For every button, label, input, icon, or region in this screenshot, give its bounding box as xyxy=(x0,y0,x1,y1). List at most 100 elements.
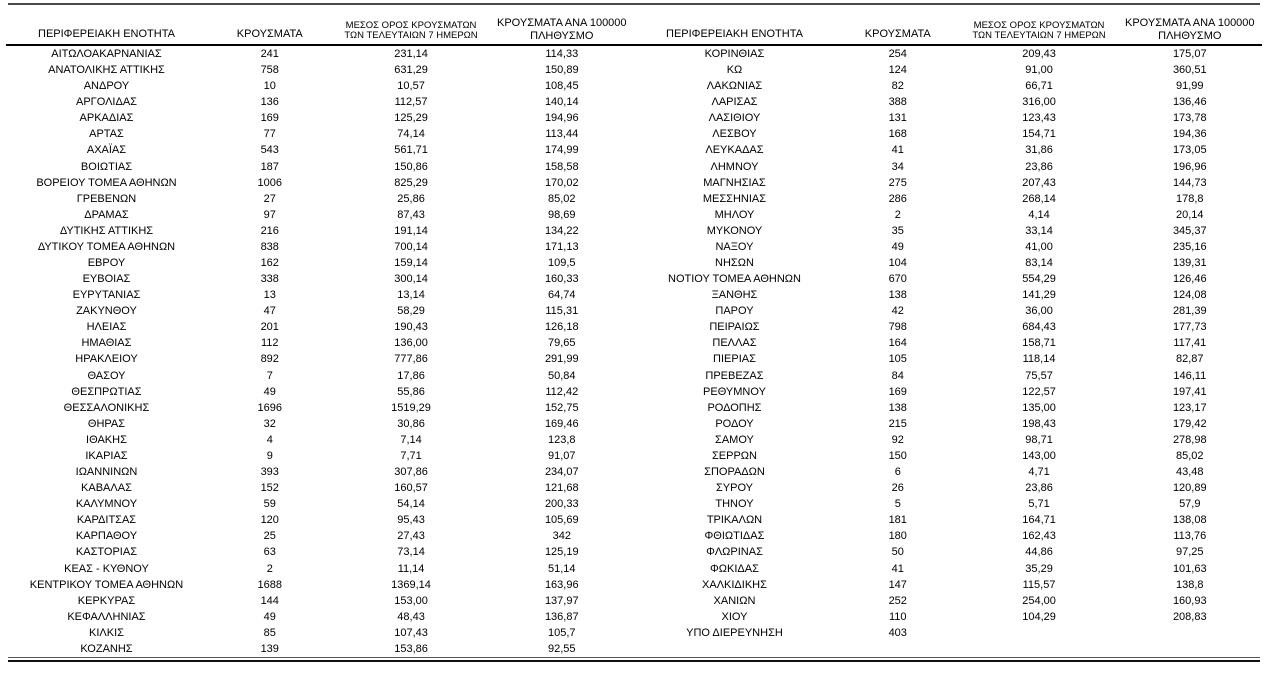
avg7-cell: 153,00 xyxy=(394,594,428,607)
region-name-cell: ΑΝΔΡΟΥ xyxy=(83,80,130,93)
table-row: ΛΗΜΝΟΥ 34 23,86 196,96 xyxy=(634,159,1262,175)
table-row: ΚΕΑΣ - ΚΥΘΝΟΥ 2 11,14 51,14 xyxy=(6,561,634,577)
region-name-cell: ΚΟΖΑΝΗΣ xyxy=(80,642,133,655)
region-name-cell: ΕΒΡΟΥ xyxy=(87,257,126,270)
region-name-cell: ΑΡΚΑΔΙΑΣ xyxy=(79,112,134,125)
per100k-cell: 43,48 xyxy=(1176,466,1204,479)
table-row: ΜΥΚΟΝΟΥ 35 33,14 345,37 xyxy=(634,223,1262,239)
header-avg7-line1: ΜΕΣΟΣ ΟΡΟΣ ΚΡΟΥΣΜΑΤΩΝ xyxy=(345,19,477,31)
region-name-cell: ΚΙΛΚΙΣ xyxy=(89,626,124,639)
per100k-cell: 79,65 xyxy=(548,337,576,350)
cases-cell: 798 xyxy=(888,321,907,334)
avg7-cell: 33,14 xyxy=(1025,224,1053,237)
cases-cell: 169 xyxy=(888,385,907,398)
per100k-cell: 194,36 xyxy=(1172,128,1207,141)
per100k-cell: 120,89 xyxy=(1172,482,1207,495)
table-row: ΔΡΑΜΑΣ 97 87,43 98,69 xyxy=(6,207,634,223)
avg7-cell: 160,57 xyxy=(394,482,428,495)
per100k-cell: 105,7 xyxy=(548,626,576,639)
per100k-cell: 158,58 xyxy=(544,160,579,173)
table-row: ΒΟΡΕΙΟΥ ΤΟΜΕΑ ΑΘΗΝΩΝ 1006 825,29 170,02 xyxy=(6,175,634,191)
table-row: ΦΩΚΙΔΑΣ 41 35,29 101,63 xyxy=(634,561,1262,577)
cases-cell: 162 xyxy=(260,257,279,270)
cases-cell: 13 xyxy=(263,289,276,302)
table-row: ΙΩΑΝΝΙΝΩΝ 393 307,86 234,07 xyxy=(6,464,634,480)
per100k-cell: 50,84 xyxy=(548,369,576,382)
header-per100k-line1: ΚΡΟΥΣΜΑΤΑ ΑΝΑ 100000 xyxy=(496,17,627,30)
table-row: ΔΥΤΙΚΗΣ ΑΤΤΙΚΗΣ 216 191,14 134,22 xyxy=(6,223,634,239)
table-row: ΗΡΑΚΛΕΙΟΥ 892 777,86 291,99 xyxy=(6,351,634,367)
region-name-cell: ΙΘΑΚΗΣ xyxy=(86,433,127,446)
region-name-cell: ΛΑΡΙΣΑΣ xyxy=(711,96,758,109)
region-name-cell: ΠΡΕΒΕΖΑΣ xyxy=(705,369,764,382)
region-name-cell: ΧΑΝΙΩΝ xyxy=(713,594,756,607)
per100k-cell: 200,33 xyxy=(544,498,579,511)
header-region-label: ΠΕΡΙΦΕΡΕΙΑΚΗ ΕΝΟΤΗΤΑ xyxy=(38,28,175,41)
avg7-cell: 98,71 xyxy=(1025,433,1053,446)
table-row: ΛΑΡΙΣΑΣ 388 316,00 136,46 xyxy=(634,94,1262,110)
per100k-cell: 123,17 xyxy=(1172,401,1207,414)
table-row: ΔΥΤΙΚΟΥ ΤΟΜΕΑ ΑΘΗΝΩΝ 838 700,14 171,13 xyxy=(6,239,634,255)
cases-cell: 2 xyxy=(266,562,273,575)
cases-cell: 139 xyxy=(260,642,279,655)
avg7-cell: 41,00 xyxy=(1025,240,1053,253)
per100k-cell: 137,97 xyxy=(544,594,579,607)
region-name-cell: ΚΑΛΥΜΝΟΥ xyxy=(75,498,138,511)
per100k-cell: 51,14 xyxy=(548,562,576,575)
per100k-cell: 112,42 xyxy=(545,385,579,398)
avg7-cell: 112,57 xyxy=(394,96,428,109)
cases-cell: 41 xyxy=(891,562,904,575)
region-name-cell: ΣΕΡΡΩΝ xyxy=(711,449,757,462)
header-per100k: ΚΡΟΥΣΜΑΤΑ ΑΝΑ 100000 ΠΛΗΘΥΣΜΟ xyxy=(489,5,634,46)
per100k-cell: 140,14 xyxy=(544,96,579,109)
table-row: ΘΗΡΑΣ 32 30,86 169,46 xyxy=(6,416,634,432)
avg7-cell: 122,57 xyxy=(1022,385,1056,398)
avg7-cell: 125,29 xyxy=(394,112,428,125)
region-name-cell: ΘΕΣΣΑΛΟΝΙΚΗΣ xyxy=(63,401,150,414)
cases-cell: 35 xyxy=(891,224,904,237)
table-row: ΛΑΚΩΝΙΑΣ 82 66,71 91,99 xyxy=(634,78,1262,94)
cases-cell: 892 xyxy=(260,353,279,366)
per100k-cell: 175,07 xyxy=(1172,48,1207,60)
region-name-cell: ΜΑΓΝΗΣΙΑΣ xyxy=(703,176,766,189)
cases-cell: 105 xyxy=(888,353,907,366)
region-name-cell: ΚΩ xyxy=(726,64,743,77)
avg7-cell: 135,00 xyxy=(1022,401,1056,414)
avg7-cell: 7,71 xyxy=(400,449,422,462)
per100k-cell: 345,37 xyxy=(1172,224,1207,237)
avg7-cell: 191,14 xyxy=(394,224,428,237)
avg7-cell: 25,86 xyxy=(397,192,425,205)
per100k-cell: 281,39 xyxy=(1172,305,1207,318)
region-name-cell: ΚΕΡΚΥΡΑΣ xyxy=(77,594,136,607)
region-name-cell: ΤΗΝΟΥ xyxy=(715,498,754,511)
table-row: ΧΑΛΚΙΔΙΚΗΣ 147 115,57 138,8 xyxy=(634,577,1262,593)
region-name-cell: ΣΑΜΟΥ xyxy=(715,433,754,446)
avg7-cell: 54,14 xyxy=(397,498,425,511)
region-name-cell: ΙΩΑΝΝΙΝΩΝ xyxy=(75,466,138,479)
region-name-cell: ΒΟΡΕΙΟΥ ΤΟΜΕΑ ΑΘΗΝΩΝ xyxy=(36,176,177,189)
cases-cell: 152 xyxy=(260,482,279,495)
per100k-cell: 85,02 xyxy=(548,192,576,205)
avg7-cell: 35,29 xyxy=(1025,562,1053,575)
per100k-cell: 174,99 xyxy=(544,144,579,157)
per100k-cell: 163,96 xyxy=(544,578,579,591)
table-row: ΑΙΤΩΛΟΑΚΑΡΝΑΝΙΑΣ 241 231,14 114,33 xyxy=(6,45,634,62)
per100k-cell: 146,11 xyxy=(1173,369,1207,382)
cases-cell: 32 xyxy=(263,417,276,430)
table-row: ΑΡΓΟΛΙΔΑΣ 136 112,57 140,14 xyxy=(6,94,634,110)
table-row: ΕΒΡΟΥ 162 159,14 109,5 xyxy=(6,255,634,271)
table-row: ΚΟΖΑΝΗΣ 139 153,86 92,55 xyxy=(6,641,634,657)
table-row: ΘΑΣΟΥ 7 17,86 50,84 xyxy=(6,368,634,384)
table-row: ΚΑΒΑΛΑΣ 152 160,57 121,68 xyxy=(6,480,634,496)
avg7-cell: 123,43 xyxy=(1022,112,1056,125)
header-cases-label: ΚΡΟΥΣΜΑΤΑ xyxy=(236,28,303,41)
avg7-cell xyxy=(961,625,1118,641)
cases-cell: 187 xyxy=(260,160,279,173)
avg7-cell: 136,00 xyxy=(394,337,428,350)
per100k-cell: 138,8 xyxy=(1176,578,1204,591)
per100k-cell: 136,46 xyxy=(1172,96,1207,109)
region-name-cell: ΡΟΔΟΠΗΣ xyxy=(707,401,762,414)
cases-cell: 1006 xyxy=(257,176,282,189)
table-header-right: ΠΕΡΙΦΕΡΕΙΑΚΗ ΕΝΟΤΗΤΑ ΚΡΟΥΣΜΑΤΑ ΜΕΣΟΣ ΟΡΟ… xyxy=(634,5,1262,46)
cases-cell: 49 xyxy=(891,240,904,253)
